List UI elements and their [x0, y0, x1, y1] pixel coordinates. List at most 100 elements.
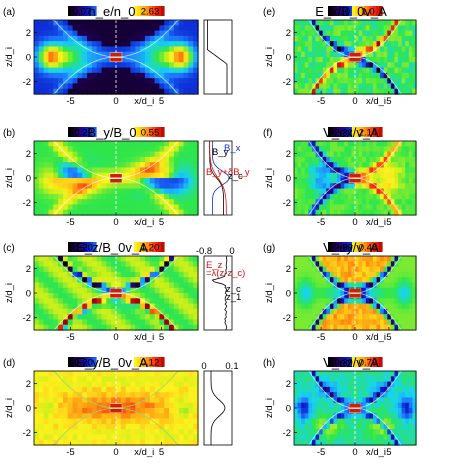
heatmap-cell — [372, 72, 378, 79]
heatmap-cell — [101, 57, 108, 63]
heatmap-cell — [390, 30, 396, 37]
heatmap-cell — [140, 256, 146, 262]
heatmap-cell — [383, 35, 388, 42]
heatmap-cell — [401, 51, 406, 58]
heatmap-cell — [116, 25, 122, 32]
heatmap-cell — [43, 46, 50, 53]
heatmap-cell — [149, 78, 156, 85]
x-point-marker — [109, 288, 123, 293]
heatmap-cell — [322, 408, 327, 414]
heatmap-cell — [322, 392, 327, 399]
heatmap-cell — [87, 46, 93, 53]
heatmap-cell — [72, 439, 79, 446]
heatmap-cell — [344, 83, 349, 90]
heatmap-cell — [358, 381, 363, 388]
heatmap-cell — [408, 381, 414, 388]
heatmap-cell — [358, 256, 363, 262]
heatmap-cell — [351, 141, 356, 147]
heatmap-cell — [67, 408, 74, 414]
heatmap-cell — [380, 72, 385, 79]
heatmap-cell — [329, 386, 335, 393]
heatmap-cell — [34, 78, 40, 85]
heatmap-cell — [412, 167, 417, 174]
colorbar-swatch — [328, 6, 332, 16]
heatmap-cell — [173, 209, 180, 216]
heatmap-cell — [405, 408, 410, 414]
heatmap-cell — [387, 162, 392, 169]
heatmap-cell — [149, 72, 156, 79]
heatmap-cell — [358, 167, 363, 174]
heatmap-cell — [178, 51, 185, 58]
heatmap-cell — [111, 183, 117, 190]
colorbar-swatch — [82, 242, 86, 252]
heatmap-cell — [164, 418, 170, 425]
heatmap-cell — [329, 434, 335, 441]
heatmap-cell — [401, 62, 406, 69]
heatmap-cell — [311, 293, 317, 299]
heatmap-cell — [135, 282, 141, 289]
heatmap-cell — [58, 57, 64, 63]
heatmap-cell — [106, 199, 112, 206]
heatmap-cell — [43, 83, 50, 90]
heatmap-cell — [188, 298, 194, 305]
heatmap-cell — [412, 303, 417, 310]
heatmap-cell — [87, 41, 93, 48]
colorbar-swatch — [140, 6, 144, 16]
heatmap-cell — [34, 266, 40, 273]
heatmap-cell — [101, 35, 108, 42]
heatmap-cell — [311, 20, 317, 26]
heatmap-cell — [376, 293, 381, 299]
heatmap-cell — [154, 30, 161, 37]
x-axis-label: x/d_i — [366, 332, 386, 343]
heatmap-cell — [140, 183, 146, 190]
heatmap-cell — [297, 209, 302, 216]
heatmap-cell — [120, 51, 127, 58]
heatmap-cell — [120, 308, 127, 315]
heatmap-cell — [398, 199, 403, 206]
heatmap-cell — [77, 287, 83, 294]
heatmap-cell — [149, 261, 156, 268]
heatmap-cell — [383, 183, 388, 190]
heatmap-cell — [362, 397, 367, 404]
heatmap-cell — [120, 266, 127, 273]
heatmap-cell — [358, 41, 363, 48]
heatmap-cell — [188, 423, 194, 430]
heatmap-cell — [351, 434, 356, 441]
heatmap-cell — [149, 282, 156, 289]
colorbar-swatch — [379, 127, 383, 137]
heatmap-cell — [412, 423, 417, 430]
heatmap-cell — [125, 266, 132, 273]
heatmap-cell — [333, 199, 338, 206]
heatmap-cell — [401, 282, 406, 289]
heatmap-cell — [48, 57, 54, 63]
heatmap-cell — [111, 271, 117, 278]
heatmap-cell — [351, 30, 356, 37]
heatmap-cell — [43, 256, 50, 262]
heatmap-cell — [408, 83, 414, 90]
heatmap-cell — [326, 204, 331, 211]
heatmap-cell — [183, 57, 190, 63]
heatmap-cell — [159, 303, 165, 310]
heatmap-cell — [164, 439, 170, 446]
heatmap-cell — [43, 20, 50, 26]
heatmap-cell — [401, 30, 406, 37]
heatmap-cell — [87, 303, 93, 310]
heatmap-cell — [372, 41, 378, 48]
heatmap-cell — [369, 429, 374, 436]
heatmap-cell — [120, 287, 127, 294]
heatmap-cell — [376, 314, 381, 321]
heatmap-cell — [308, 381, 313, 388]
heatmap-cell — [135, 439, 141, 446]
heatmap-cell — [344, 141, 349, 147]
heatmap-cell — [111, 392, 117, 399]
heatmap-cell — [43, 303, 50, 310]
heatmap-cell — [405, 62, 410, 69]
heatmap-cell — [169, 434, 175, 441]
heatmap-cell — [67, 429, 74, 436]
heatmap-cell — [58, 293, 64, 299]
heatmap-cell — [178, 256, 185, 262]
heatmap-cell — [376, 271, 381, 278]
heatmap-cell — [355, 41, 360, 48]
heatmap-cell — [362, 83, 367, 90]
